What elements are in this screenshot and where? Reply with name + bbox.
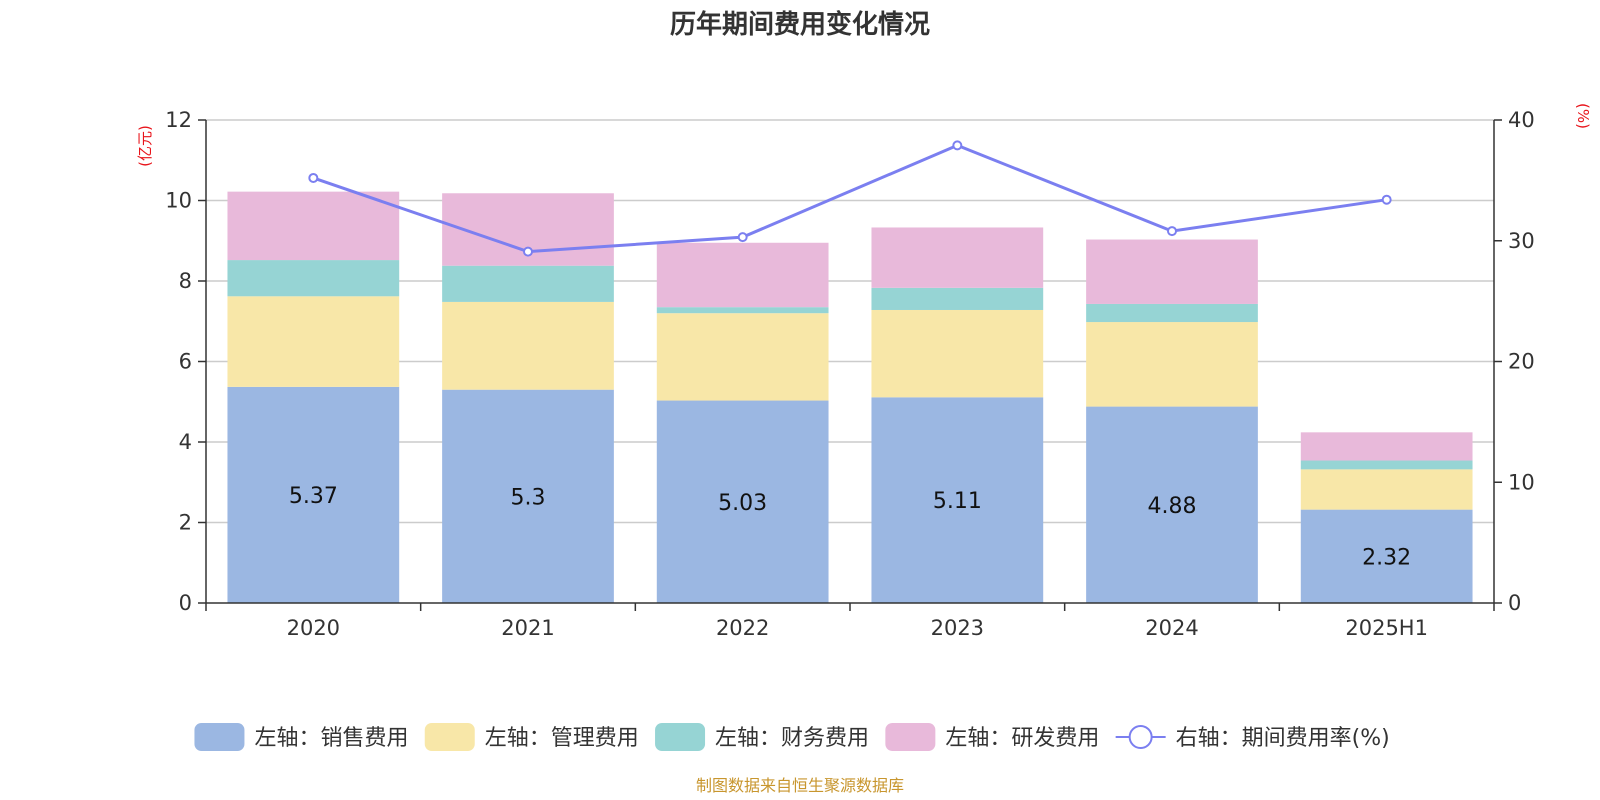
bar-data-label: 4.88 (1148, 494, 1197, 519)
legend: 左轴：销售费用 左轴：管理费用 左轴：财务费用 左轴：研发费用 右轴：期间费用率(%) (194, 723, 1390, 751)
left-tick-label: 4 (179, 430, 192, 454)
bar-segment (656, 313, 829, 401)
x-tick-label: 2021 (501, 616, 554, 640)
x-tick-label: 2020 (287, 616, 340, 640)
bar-segment (656, 400, 829, 603)
left-tick-label: 6 (179, 350, 192, 374)
bar-segment (227, 260, 400, 297)
x-tick-label: 2023 (931, 616, 984, 640)
legend-swatch (194, 723, 245, 751)
bar-segment (227, 296, 400, 387)
bar-segment (871, 287, 1044, 310)
legend-swatch (424, 723, 475, 751)
legend-label: 左轴：财务费用 (715, 726, 869, 751)
bar-segment (1300, 460, 1473, 470)
legend-label: 左轴：管理费用 (485, 726, 639, 751)
bar-series (227, 191, 1473, 603)
bar-segment (442, 301, 614, 390)
line-path (312, 143, 1387, 254)
line-point (737, 232, 748, 243)
bar-segment (656, 307, 829, 314)
bar-segment (1300, 469, 1473, 510)
bar-segment (227, 191, 400, 261)
bar-segment (1086, 406, 1258, 603)
legend-label: 左轴：销售费用 (254, 726, 408, 751)
bar-segment (1300, 432, 1473, 461)
line-point (523, 246, 533, 257)
x-tick-label: 2025H1 (1345, 616, 1428, 640)
left-tick-label: 12 (165, 108, 192, 132)
bar-data-label: 5.37 (289, 484, 338, 509)
line-point (952, 140, 963, 151)
data-source-note: 制图数据来自恒生聚源数据库 (696, 776, 904, 795)
legend-label: 左轴：研发费用 (945, 726, 1099, 751)
gridlines (206, 119, 1494, 524)
left-tick-label: 8 (179, 269, 192, 293)
bar-segment (227, 386, 400, 603)
line-point (1167, 226, 1177, 237)
left-axis-unit: (亿元) (136, 125, 154, 167)
bar-segment (1086, 303, 1258, 323)
bar-segment (1086, 322, 1258, 407)
x-tick-label: 2022 (716, 616, 769, 640)
line-point (308, 172, 319, 183)
bar-segment (871, 309, 1044, 398)
left-tick-label: 10 (165, 189, 192, 213)
expense-rate-line (308, 140, 1392, 257)
left-tick-label: 2 (179, 511, 192, 535)
bar-data-label: 5.3 (511, 485, 546, 510)
right-tick-label: 0 (1508, 591, 1521, 615)
bar-segment (1300, 509, 1473, 603)
right-tick-label: 10 (1508, 470, 1535, 494)
legend-circle-icon (1128, 725, 1153, 749)
bar-data-label: 2.32 (1362, 545, 1411, 570)
bar-segment (442, 265, 614, 302)
bar-data-label: 5.11 (933, 489, 982, 514)
bar-segment (442, 389, 614, 603)
right-tick-label: 20 (1508, 350, 1535, 374)
axes: 0 2 4 6 8 10 12 0 10 20 30 40 2020 2021 2022 2023 2024 20… (165, 108, 1534, 640)
legend-swatch (885, 723, 936, 751)
right-axis-unit: (%) (1574, 103, 1592, 129)
line-point (1381, 194, 1392, 205)
right-tick-label: 30 (1508, 229, 1535, 253)
legend-swatch (655, 723, 706, 751)
bar-segment (871, 227, 1044, 288)
legend-label: 右轴：期间费用率(%) (1176, 726, 1390, 751)
bar-segment (656, 242, 829, 308)
bar-segment (871, 397, 1044, 603)
bar-data-label: 5.03 (718, 491, 767, 516)
data-labels: 5.37 5.3 5.03 5.11 4.88 2.32 (289, 484, 1411, 570)
bar-segment (1086, 239, 1258, 304)
x-tick-label: 2024 (1145, 616, 1198, 640)
left-tick-label: 0 (179, 591, 192, 615)
right-tick-label: 40 (1508, 108, 1535, 132)
chart-title: 历年期间费用变化情况 (670, 9, 930, 40)
